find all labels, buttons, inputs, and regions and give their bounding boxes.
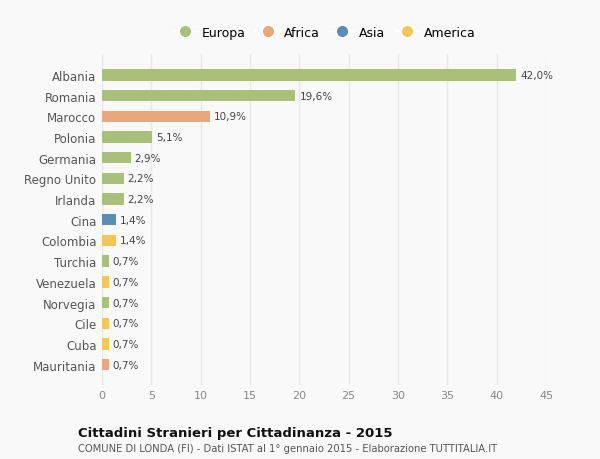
Legend: Europa, Africa, Asia, America: Europa, Africa, Asia, America [167,22,481,45]
Text: COMUNE DI LONDA (FI) - Dati ISTAT al 1° gennaio 2015 - Elaborazione TUTTITALIA.I: COMUNE DI LONDA (FI) - Dati ISTAT al 1° … [78,443,497,453]
Text: 1,4%: 1,4% [120,215,146,225]
Text: 19,6%: 19,6% [299,91,332,101]
Bar [102,297,109,308]
Text: 0,7%: 0,7% [113,257,139,267]
Bar [102,256,109,267]
Text: 0,7%: 0,7% [113,298,139,308]
Bar [102,277,109,288]
Bar [102,359,109,370]
Text: 2,2%: 2,2% [128,174,154,184]
Bar [102,318,109,329]
Bar [102,91,295,102]
Text: 2,2%: 2,2% [128,195,154,205]
Text: 42,0%: 42,0% [520,71,553,81]
Text: 0,7%: 0,7% [113,360,139,370]
Text: Cittadini Stranieri per Cittadinanza - 2015: Cittadini Stranieri per Cittadinanza - 2… [78,426,392,439]
Text: 0,7%: 0,7% [113,339,139,349]
Bar [102,339,109,350]
Bar [102,153,131,164]
Bar [102,70,517,81]
Text: 0,7%: 0,7% [113,319,139,329]
Text: 0,7%: 0,7% [113,277,139,287]
Bar [102,215,116,226]
Bar [102,194,124,205]
Text: 5,1%: 5,1% [156,133,183,143]
Bar [102,235,116,246]
Text: 2,9%: 2,9% [134,153,161,163]
Text: 1,4%: 1,4% [120,236,146,246]
Text: 10,9%: 10,9% [214,112,247,122]
Bar [102,112,209,123]
Bar [102,174,124,185]
Bar [102,132,152,143]
